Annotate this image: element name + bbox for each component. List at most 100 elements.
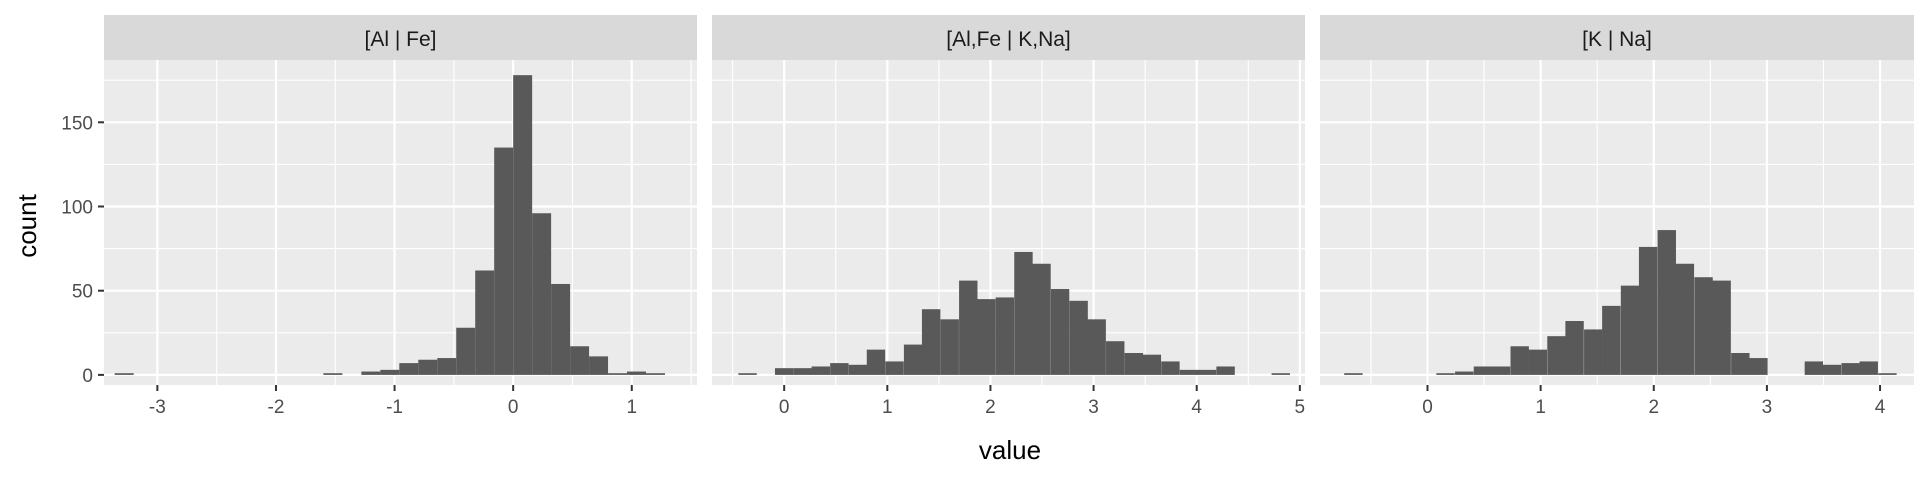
histogram-bar — [1510, 346, 1529, 375]
histogram-bar — [437, 358, 457, 375]
x-tick-label: 2 — [1648, 397, 1659, 418]
histogram-bar — [995, 297, 1015, 375]
x-tick-label: 2 — [985, 397, 996, 418]
x-tick-label: 4 — [1875, 397, 1886, 418]
x-tick-label: 1 — [1535, 397, 1546, 418]
histogram-bar — [570, 346, 590, 375]
histogram-bar — [1638, 246, 1658, 375]
histogram-bar — [940, 319, 959, 375]
histogram-bar — [1455, 371, 1474, 375]
histogram-bar — [380, 369, 400, 375]
histogram-bar — [1602, 305, 1621, 375]
histogram-bar — [1014, 251, 1033, 375]
histogram-bar — [1859, 361, 1878, 375]
histogram-bar — [793, 368, 812, 375]
histogram-bar — [513, 75, 533, 375]
histogram-bar — [1822, 364, 1842, 375]
panel-background — [104, 60, 697, 385]
x-tick-label: 5 — [1295, 397, 1306, 418]
x-tick-label: -1 — [386, 397, 403, 418]
histogram-bar — [1142, 354, 1162, 375]
histogram-bar — [885, 361, 904, 375]
x-tick-label: -2 — [268, 397, 285, 418]
y-tick-label: 100 — [61, 198, 93, 219]
facet-panels: [Al | Fe] -3 -2 -1 0 1 0 50 100 150 [Al,Fe | K,Na]… — [61, 15, 1914, 418]
histogram-bar — [551, 283, 571, 375]
y-tick-label: 50 — [72, 282, 93, 303]
facet-panel-3: [K | Na] 0 1 2 3 4 — [1320, 15, 1914, 418]
histogram-bar — [1547, 336, 1566, 375]
histogram-bar — [418, 359, 438, 375]
histogram-bar — [1712, 280, 1731, 375]
histogram-bar — [646, 373, 665, 375]
histogram-bar — [774, 368, 794, 375]
histogram-bar — [1032, 263, 1051, 375]
facet-strip-label: [Al | Fe] — [365, 28, 437, 51]
histogram-bar — [456, 327, 476, 375]
histogram-bar — [532, 213, 552, 375]
histogram-bar — [589, 356, 609, 375]
histogram-bar — [627, 371, 647, 375]
histogram-bar — [903, 344, 923, 375]
facet-panel-1: [Al | Fe] -3 -2 -1 0 1 0 50 100 150 — [61, 15, 697, 418]
histogram-bar — [830, 363, 849, 375]
histogram-bar — [1528, 349, 1547, 375]
histogram-bar — [494, 147, 514, 375]
histogram-bar — [1069, 300, 1088, 375]
histogram-bar — [811, 366, 831, 375]
histogram-bar — [1584, 329, 1603, 375]
histogram-bar — [1344, 373, 1363, 375]
histogram-bar — [1565, 321, 1584, 375]
facet-strip — [104, 15, 697, 60]
histogram-bar — [959, 280, 978, 375]
histogram-bar — [475, 270, 495, 375]
facet-strip — [1320, 15, 1914, 60]
histogram-bar — [608, 373, 628, 375]
histogram-bar — [1216, 366, 1235, 375]
histogram-bar — [1675, 263, 1695, 375]
x-tick-label: 3 — [1088, 397, 1099, 418]
y-axis-title: count — [12, 193, 42, 257]
x-axis-title: value — [979, 435, 1041, 465]
facet-panel-2: [Al,Fe | K,Na] 0 1 2 3 4 5 — [712, 15, 1305, 418]
histogram-bar — [1491, 366, 1511, 375]
histogram-bar — [977, 299, 996, 375]
histogram-bar — [1804, 361, 1824, 375]
histogram-bar — [114, 373, 134, 375]
histogram-bar — [399, 363, 419, 375]
histogram-bar — [1841, 363, 1860, 375]
facet-strip-label: [Al,Fe | K,Na] — [946, 28, 1071, 51]
facet-strip-label: [K | Na] — [1582, 28, 1652, 51]
histogram-bar — [1878, 373, 1897, 375]
histogram-bar — [1050, 289, 1070, 375]
histogram-bar — [848, 364, 868, 375]
facet-strip — [712, 15, 1305, 60]
histogram-bar — [1161, 361, 1180, 375]
histogram-bar — [1473, 366, 1493, 375]
histogram-bar — [1087, 319, 1106, 375]
histogram-bar — [1694, 277, 1713, 375]
x-tick-label: 1 — [882, 397, 893, 418]
histogram-bar — [738, 373, 757, 375]
histogram-bar — [921, 309, 941, 375]
histogram-bar — [1179, 369, 1199, 375]
histogram-bar — [1620, 285, 1640, 375]
histogram-bar — [323, 373, 343, 375]
histogram-bar — [1657, 230, 1676, 375]
x-tick-label: 3 — [1762, 397, 1773, 418]
histogram-bar — [1106, 341, 1125, 375]
histogram-bar — [361, 371, 381, 375]
histogram-bar — [1124, 353, 1144, 375]
x-tick-label: -3 — [149, 397, 166, 418]
histogram-bar — [1271, 373, 1290, 375]
y-tick-label: 150 — [61, 113, 93, 134]
histogram-bar — [1436, 373, 1455, 375]
histogram-bar — [866, 349, 886, 375]
x-tick-label: 0 — [508, 397, 519, 418]
x-tick-label: 4 — [1191, 397, 1202, 418]
histogram-bar — [1197, 369, 1217, 375]
x-tick-label: 0 — [1422, 397, 1433, 418]
histogram-bar — [1749, 358, 1768, 375]
histogram-bar — [1731, 353, 1750, 375]
